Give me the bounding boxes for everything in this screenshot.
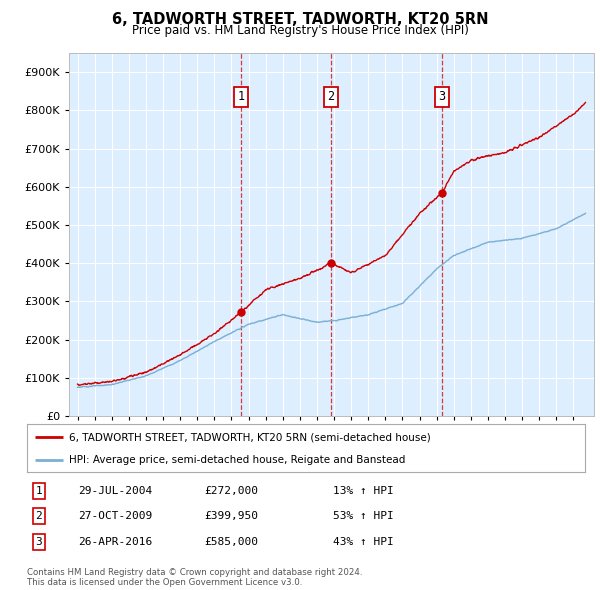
Text: 1: 1 xyxy=(238,90,245,103)
Text: 26-APR-2016: 26-APR-2016 xyxy=(78,537,152,546)
Text: 53% ↑ HPI: 53% ↑ HPI xyxy=(333,512,394,521)
Text: 29-JUL-2004: 29-JUL-2004 xyxy=(78,486,152,496)
Text: £585,000: £585,000 xyxy=(204,537,258,546)
Text: Price paid vs. HM Land Registry's House Price Index (HPI): Price paid vs. HM Land Registry's House … xyxy=(131,24,469,37)
Text: 1: 1 xyxy=(35,486,43,496)
Text: Contains HM Land Registry data © Crown copyright and database right 2024.
This d: Contains HM Land Registry data © Crown c… xyxy=(27,568,362,587)
Text: 13% ↑ HPI: 13% ↑ HPI xyxy=(333,486,394,496)
Text: 27-OCT-2009: 27-OCT-2009 xyxy=(78,512,152,521)
Text: 43% ↑ HPI: 43% ↑ HPI xyxy=(333,537,394,546)
Text: £399,950: £399,950 xyxy=(204,512,258,521)
Text: 2: 2 xyxy=(328,90,335,103)
Text: 2: 2 xyxy=(35,512,43,521)
Text: £272,000: £272,000 xyxy=(204,486,258,496)
Text: 6, TADWORTH STREET, TADWORTH, KT20 5RN (semi-detached house): 6, TADWORTH STREET, TADWORTH, KT20 5RN (… xyxy=(69,432,431,442)
Text: HPI: Average price, semi-detached house, Reigate and Banstead: HPI: Average price, semi-detached house,… xyxy=(69,455,405,465)
Text: 6, TADWORTH STREET, TADWORTH, KT20 5RN: 6, TADWORTH STREET, TADWORTH, KT20 5RN xyxy=(112,12,488,27)
Text: 3: 3 xyxy=(35,537,43,546)
Text: 3: 3 xyxy=(439,90,446,103)
